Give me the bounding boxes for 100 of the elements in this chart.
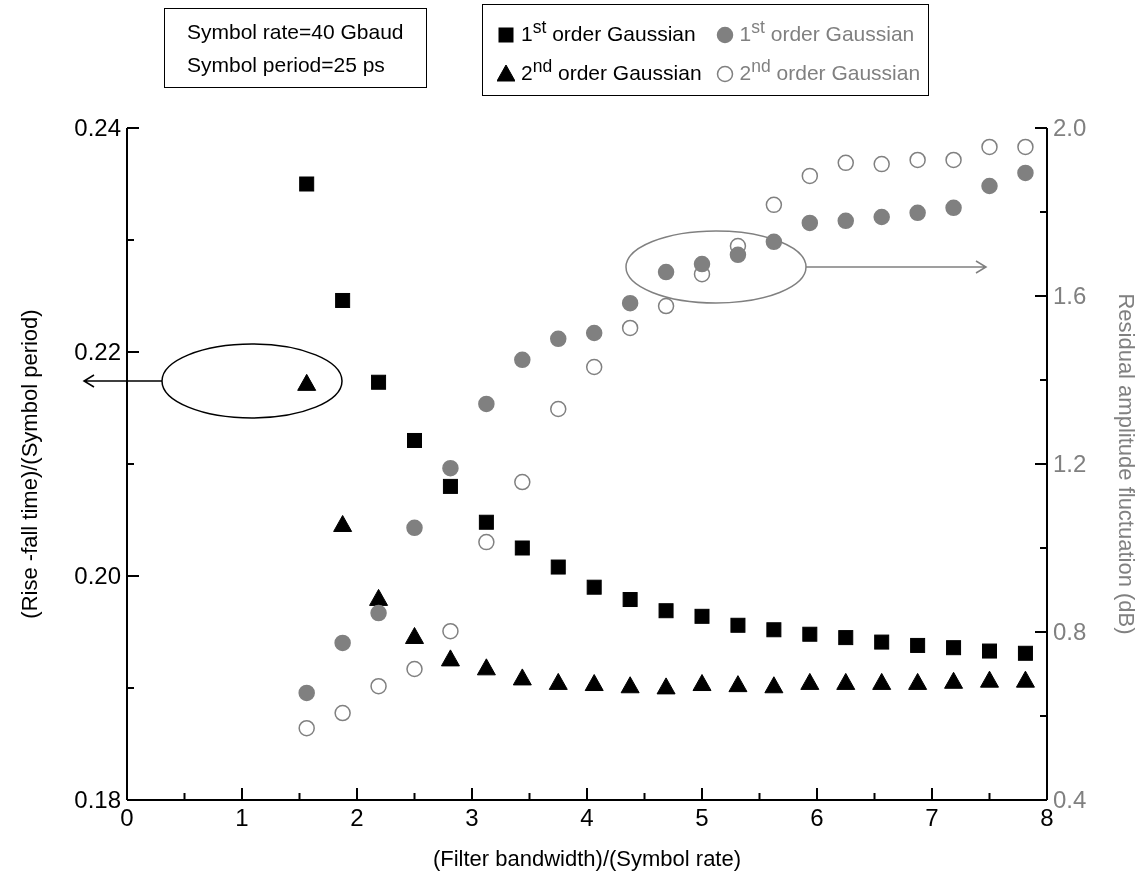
point [657, 297, 675, 315]
text: Symbol rate=40 Gbaud [187, 19, 404, 45]
point [299, 176, 315, 192]
y2-axis-title: Residual amplitude fluctuation (dB) [1114, 293, 1139, 635]
point [909, 151, 926, 169]
point [1017, 138, 1034, 156]
point [584, 674, 604, 692]
point [802, 626, 818, 642]
point [909, 204, 926, 222]
y2-tick-label: 0.8 [1053, 618, 1087, 645]
point [442, 459, 459, 477]
point [874, 634, 890, 650]
point [548, 672, 568, 690]
point [440, 649, 460, 667]
point [550, 559, 566, 575]
point [873, 208, 890, 226]
point [1015, 670, 1035, 688]
point [478, 533, 495, 551]
point [406, 660, 423, 678]
y-tick-label: 0.18 [74, 786, 121, 813]
point [800, 672, 820, 690]
x-tick-label: 6 [810, 804, 824, 831]
point [621, 319, 639, 337]
point [334, 704, 351, 722]
point [801, 167, 819, 185]
point [837, 212, 854, 230]
point [657, 263, 675, 281]
point [406, 519, 423, 537]
point [692, 674, 712, 692]
point [730, 617, 746, 633]
point [1017, 645, 1033, 661]
point [333, 514, 353, 532]
point [765, 196, 783, 214]
point [335, 292, 351, 308]
point [1017, 164, 1034, 182]
point [837, 154, 854, 172]
point [656, 677, 676, 695]
point [908, 672, 928, 690]
point [512, 668, 532, 686]
point [369, 588, 389, 606]
point [407, 432, 422, 448]
point [550, 400, 567, 418]
point [586, 579, 602, 595]
y-axis-title: (Rise -fall time)/(Symbol period) [17, 309, 42, 619]
point [728, 675, 748, 693]
point [514, 540, 530, 556]
point [838, 630, 854, 646]
x-tick-label: 5 [695, 804, 709, 831]
point [405, 626, 424, 644]
point [766, 622, 782, 638]
point [334, 634, 351, 652]
point [910, 637, 926, 653]
y2-tick-label: 1.6 [1053, 282, 1087, 309]
point [514, 473, 531, 491]
point [442, 622, 459, 640]
point [585, 324, 603, 342]
legend-label: 1$^{st}$ order Gaussian [739, 17, 915, 45]
legend-label: 2$^{nd}$ order Gaussian [739, 56, 921, 84]
point [694, 608, 710, 624]
x-tick-label: 1 [235, 804, 249, 831]
point [946, 640, 962, 656]
point [585, 358, 603, 376]
point [298, 684, 315, 702]
legend-label: 1$^{st}$ order Gaussian [521, 17, 696, 45]
point [442, 478, 458, 494]
y-tick-label: 0.24 [74, 114, 121, 141]
point [621, 294, 639, 312]
point [622, 592, 638, 608]
point [945, 199, 962, 217]
point [620, 676, 640, 694]
point [981, 177, 998, 195]
point [764, 676, 784, 694]
legend-label: 2$^{nd}$ order Gaussian [521, 56, 702, 84]
point [944, 671, 964, 689]
point [658, 603, 674, 619]
point [801, 214, 819, 232]
point [872, 672, 892, 690]
point [873, 155, 890, 173]
x-axis-title: (Filter bandwidth)/(Symbol rate) [432, 846, 742, 871]
x-tick-label: 0 [120, 804, 134, 831]
point [981, 138, 998, 156]
y2-tick-label: 0.4 [1053, 786, 1087, 813]
point [550, 330, 567, 348]
x-tick-label: 4 [580, 804, 594, 831]
y2-tick-label: 2.0 [1053, 114, 1087, 141]
point [980, 670, 999, 688]
point [370, 604, 387, 622]
text: Symbol period=25 ps [187, 52, 386, 78]
point [370, 677, 387, 695]
y2-tick-label: 1.2 [1053, 450, 1087, 477]
point [478, 395, 495, 413]
x-tick-label: 8 [1040, 804, 1054, 831]
x-tick-label: 2 [350, 804, 364, 831]
point [945, 151, 962, 169]
point [514, 351, 531, 369]
x-tick-label: 3 [465, 804, 479, 831]
point [478, 514, 494, 530]
point [982, 643, 997, 659]
y-tick-label: 0.20 [74, 562, 121, 589]
y-tick-label: 0.22 [74, 338, 121, 365]
